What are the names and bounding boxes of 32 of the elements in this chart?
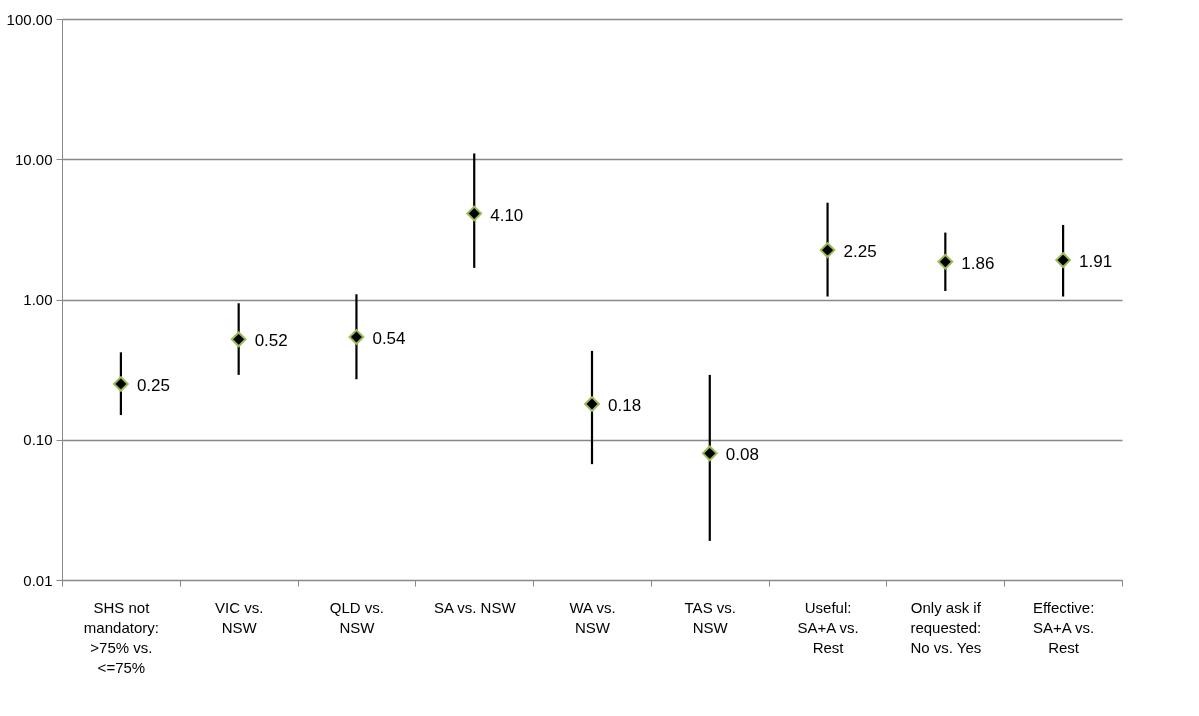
point bbox=[937, 253, 954, 270]
y-tick-label: 100.00 bbox=[6, 10, 53, 28]
x-tick-label: WA vs. NSW bbox=[569, 598, 616, 636]
data-label: 1.86 bbox=[961, 253, 995, 273]
data-label: 0.54 bbox=[372, 329, 406, 349]
x-tick-label: QLD vs. NSW bbox=[329, 598, 385, 636]
x-tick-label: Useful: SA+A vs. Rest bbox=[797, 598, 859, 656]
point bbox=[466, 205, 483, 222]
x-tick-label: VIC vs. NSW bbox=[214, 598, 264, 636]
point bbox=[113, 376, 129, 392]
point bbox=[230, 331, 247, 348]
point bbox=[584, 396, 600, 412]
point bbox=[819, 242, 836, 258]
data-label: 0.18 bbox=[608, 395, 642, 415]
x-tick-label: SHS not mandatory: >75% vs. <=75% bbox=[83, 598, 159, 676]
point bbox=[1055, 252, 1071, 268]
point bbox=[701, 445, 718, 462]
data-label: 0.25 bbox=[136, 375, 170, 395]
data-label: 0.08 bbox=[725, 445, 759, 465]
y-tick-label: 1.00 bbox=[23, 291, 53, 308]
x-tick-label: TAS vs. NSW bbox=[684, 598, 736, 636]
y-tick-label: 0.10 bbox=[23, 431, 53, 449]
data-label: 4.10 bbox=[490, 205, 524, 225]
y-tick-label: 10.00 bbox=[14, 150, 53, 168]
x-tick-label: Effective: SA+A vs. Rest bbox=[1032, 598, 1095, 656]
x-tick-label: SA vs. NSW bbox=[433, 598, 517, 616]
data-label: 2.25 bbox=[843, 242, 877, 262]
data-label: 0.52 bbox=[254, 331, 288, 351]
data-label: 1.91 bbox=[1079, 252, 1113, 272]
y-tick-label: 0.01 bbox=[23, 571, 53, 589]
point bbox=[348, 329, 365, 345]
x-tick-label: Only ask if requested: No vs. Yes bbox=[910, 598, 982, 656]
